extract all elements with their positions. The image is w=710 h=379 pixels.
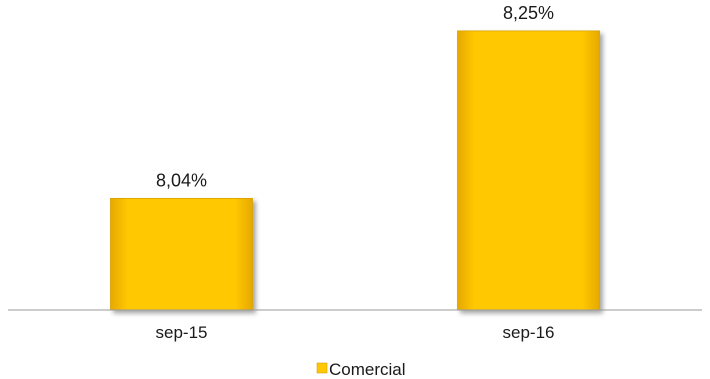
- bar-sep-16: [457, 30, 600, 311]
- legend-label-comercial: Comercial: [329, 360, 406, 379]
- x-tick-label-sep-16: sep-16: [503, 323, 555, 342]
- bar-sep-15: [110, 197, 253, 311]
- legend-swatch: [316, 362, 328, 374]
- data-label-sep-15: 8,04%: [156, 170, 207, 190]
- data-label-sep-16: 8,25%: [503, 3, 554, 23]
- legend: Comercial: [316, 360, 406, 379]
- x-tick-label-sep-15: sep-15: [156, 323, 208, 342]
